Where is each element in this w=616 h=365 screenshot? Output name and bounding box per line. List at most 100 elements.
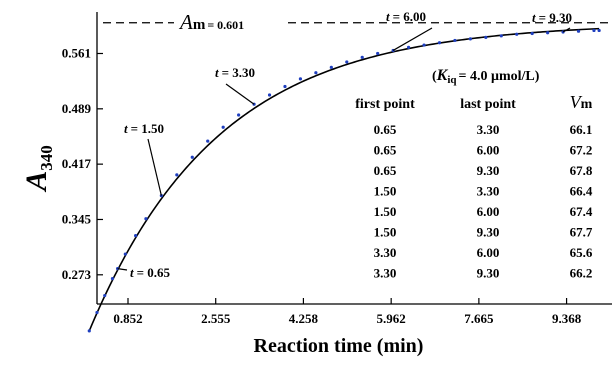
asymptote-label-main: A [178,10,193,34]
data-point [515,32,519,36]
kiq-label: (Kiq = 4.0 μmol/L) [432,67,540,86]
x-tick-label: 5.962 [377,311,406,326]
y-tick-label: 0.489 [62,101,92,116]
table-cell: 66.1 [570,122,593,137]
data-point [406,45,411,49]
y-axis-label: A340 [20,145,56,193]
y-axis-label-main: A [20,171,53,193]
kiq-main: K [436,67,449,84]
table-cell: 9.30 [477,266,500,281]
data-point [175,173,179,177]
data-point [422,43,426,47]
data-point [134,234,138,238]
x-tick-label: 9.368 [552,311,582,326]
table-header-vm: Vm [570,92,593,112]
annotation-var: t [532,10,536,25]
table-cell: 67.7 [570,225,593,240]
data-point [221,125,225,129]
data-point [123,252,127,256]
data-point [283,84,287,89]
table-cell: 1.50 [374,184,397,199]
annotation-leader [562,27,571,33]
table-header-last-point: last point [460,97,516,112]
table-cell: 3.30 [374,266,397,281]
annotation-leader [225,83,255,105]
data-point [314,71,318,75]
data-point [453,38,457,43]
data-point [597,28,601,33]
y-tick-label: 0.273 [62,267,92,282]
table-cell: 6.00 [477,143,500,158]
data-point [499,34,503,38]
table-header-first-point: first point [355,97,415,112]
annotation-label: t = 1.50 [124,121,164,136]
fit-curve [88,27,600,332]
kiq-value: = 4.0 μmol/L) [459,69,540,84]
table-cell: 65.6 [570,245,593,260]
x-axis-label: Reaction time (min) [254,335,424,357]
data-point [484,35,488,39]
x-tick-label: 2.555 [201,311,231,326]
data-point [468,37,472,41]
annotation-label: t = 0.65 [130,265,171,280]
data-point [190,155,194,159]
y-axis-label-sub: 340 [37,145,56,171]
data-point [592,28,596,33]
asymptote-label-value: = 0.601 [207,18,244,32]
data-point [530,31,534,36]
data-point [329,65,333,69]
annotation-leader [392,27,433,51]
table-cell: 1.50 [374,204,397,219]
data-point [437,41,442,45]
table-cell: 66.4 [570,184,593,199]
annotation-value: = 9.30 [539,10,572,25]
annotation-value: = 0.65 [137,265,171,280]
data-point [345,60,349,64]
annotation-leader [117,268,128,271]
data-point [144,217,148,221]
annotation-value: = 3.30 [222,65,255,80]
vm-header-sub: m [581,97,593,112]
y-tick-label: 0.417 [62,156,92,171]
table-cell: 3.30 [477,184,500,199]
x-tick-label: 7.665 [464,311,494,326]
x-tick-label: 4.258 [289,311,319,326]
annotation-var: t [130,265,134,280]
data-point [95,310,99,315]
asymptote-label: Am = 0.601 [178,10,244,34]
data-point [237,113,241,117]
annotation-leader [147,138,162,196]
table-cell: 67.8 [570,163,593,178]
table-cell: 67.2 [570,143,593,158]
data-point [376,51,380,56]
table-cell: 6.00 [477,204,500,219]
asymptote-label-sub: m [193,17,206,33]
data-point [103,293,107,298]
annotation-var: t [124,121,128,136]
data-point [298,77,303,81]
annotation-label: t = 6.00 [386,9,426,24]
data-point [576,29,581,33]
data-point [87,329,91,333]
annotation-value: = 6.00 [393,9,426,24]
table-cell: 1.50 [374,225,397,240]
y-tick-label: 0.345 [62,211,92,226]
annotation-label: t = 9.30 [532,10,572,25]
data-point [267,93,272,97]
table-cell: 9.30 [477,225,500,240]
x-tick-label: 0.852 [113,311,142,326]
table-cell: 3.30 [477,122,500,137]
vm-header-main: V [570,92,583,112]
table-cell: 0.65 [374,122,397,137]
annotation-value: = 1.50 [131,121,164,136]
table-cell: 0.65 [374,143,397,158]
table-cell: 0.65 [374,163,397,178]
table-cell: 66.2 [570,266,593,281]
table-cell: 3.30 [374,245,397,260]
table-cell: 67.4 [570,204,593,219]
data-point [546,31,550,35]
kiq-sub: iq [447,74,457,86]
annotation-var: t [215,65,219,80]
data-point [206,139,210,143]
